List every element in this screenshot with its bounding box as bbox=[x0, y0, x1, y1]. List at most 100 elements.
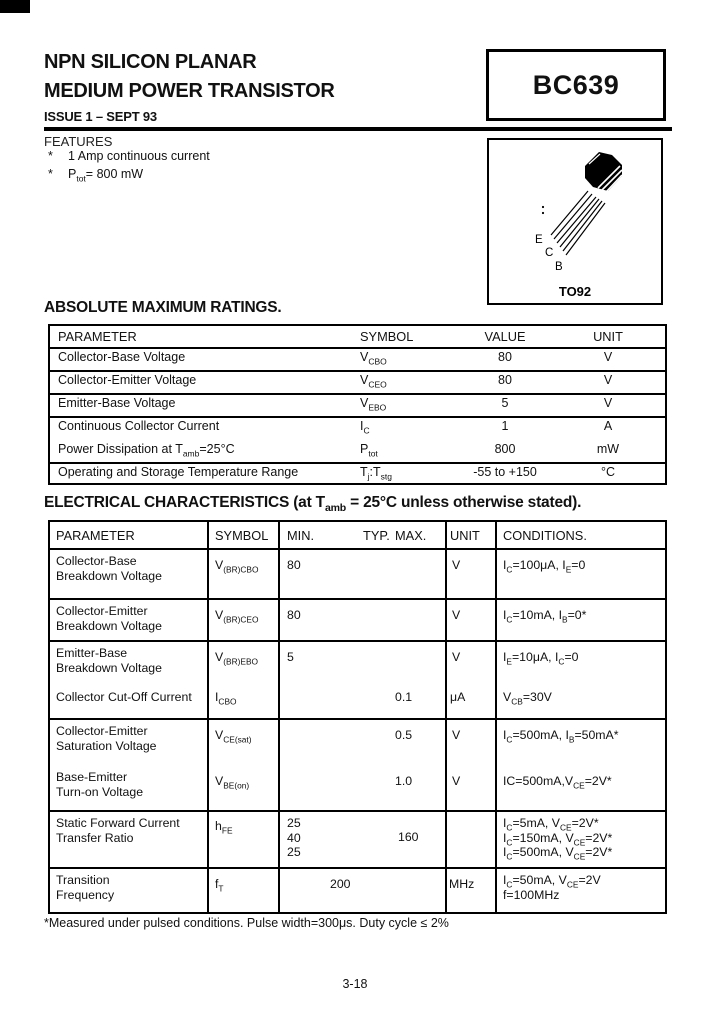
header-rule bbox=[44, 127, 672, 131]
ec-min: 80 bbox=[287, 558, 301, 572]
feature-text: 1 Amp continuous current bbox=[68, 149, 210, 163]
table-row: Continuous Collector Current IC 1 A bbox=[50, 416, 665, 438]
table-row: Emitter-Base Voltage VEBO 5 V bbox=[50, 393, 665, 415]
ec-unit: MHz bbox=[449, 877, 475, 891]
package-name: TO92 bbox=[559, 284, 591, 299]
ec-unit: V bbox=[452, 774, 461, 788]
feature-text: Ptot= 800 mW bbox=[68, 167, 144, 184]
ec-table: PARAMETER SYMBOL MIN. TYP. MAX. UNIT CON… bbox=[48, 520, 667, 914]
ec-max: 0.1 bbox=[395, 690, 413, 704]
amr-unit: °C bbox=[600, 465, 616, 479]
ec-conditions: IC=50mA, VCE=2V f=100MHz bbox=[503, 873, 601, 902]
page-title-line2: MEDIUM POWER TRANSISTOR bbox=[44, 80, 335, 102]
amr-symbol: VCBO bbox=[360, 350, 387, 367]
ec-symbol: V(BR)EBO bbox=[215, 650, 259, 667]
table-divider bbox=[50, 598, 665, 600]
ec-conditions: IC=100μA, IE=0 bbox=[503, 558, 586, 575]
feature-bullet: * bbox=[48, 149, 53, 163]
transistor-leads bbox=[550, 190, 606, 256]
page-title-line1: NPN SILICON PLANAR bbox=[44, 51, 257, 73]
amr-col-value: VALUE bbox=[484, 329, 526, 344]
ec-typ: 200 bbox=[330, 877, 351, 891]
table-divider bbox=[50, 416, 665, 418]
ec-min: 80 bbox=[287, 608, 301, 622]
amr-value: 1 bbox=[501, 419, 509, 433]
table-row: Collector-Emitter Voltage VCEO 80 V bbox=[50, 370, 665, 392]
table-divider bbox=[50, 393, 665, 395]
amr-value: -55 to +150 bbox=[473, 465, 537, 479]
ec-conditions: VCB=30V bbox=[503, 690, 552, 707]
feature-bullet: * bbox=[48, 167, 53, 181]
ec-min-line: 40 bbox=[287, 830, 301, 845]
amr-col-unit: UNIT bbox=[593, 329, 623, 344]
amr-value: 5 bbox=[501, 396, 509, 410]
ec-symbol: hFE bbox=[215, 819, 233, 836]
ec-conditions: IC=5mA, VCE=2V* IC=150mA, VCE=2V* IC=500mA… bbox=[503, 816, 613, 862]
ec-symbol: ICBO bbox=[215, 690, 237, 707]
amr-parameter: Power Dissipation at Tamb=25°C bbox=[58, 442, 235, 459]
ec-col-parameter: PARAMETER bbox=[56, 528, 135, 543]
amr-table: PARAMETER SYMBOL VALUE UNIT Collector-Ba… bbox=[48, 324, 667, 485]
page-title: NPN SILICON PLANAR MEDIUM POWER TRANSIST… bbox=[44, 48, 335, 106]
ec-unit: V bbox=[452, 728, 461, 742]
pin-label-e: E bbox=[535, 234, 543, 246]
table-divider bbox=[495, 522, 497, 912]
table-divider bbox=[50, 347, 665, 349]
amr-parameter: Emitter-Base Voltage bbox=[58, 396, 176, 410]
transistor-body bbox=[585, 152, 622, 191]
amr-col-symbol: SYMBOL bbox=[360, 329, 414, 344]
ec-conditions: IC=500mA, IB=50mA* bbox=[503, 728, 619, 745]
issue-line: ISSUE 1 – SEPT 93 bbox=[44, 109, 157, 124]
ec-min-line: 25 bbox=[287, 845, 301, 859]
ec-symbol: VBE(on) bbox=[215, 774, 250, 791]
part-number: BC639 bbox=[532, 69, 620, 100]
page-number: 3-18 bbox=[342, 977, 368, 991]
amr-symbol: Ptot bbox=[360, 442, 378, 459]
ec-max: 0.5 bbox=[395, 728, 413, 742]
scan-corner-mark bbox=[0, 0, 30, 13]
amr-parameter: Collector-Emitter Voltage bbox=[58, 373, 197, 387]
amr-unit: V bbox=[603, 373, 613, 387]
table-divider bbox=[50, 718, 665, 720]
ec-parameter: Static Forward Current Transfer Ratio bbox=[56, 816, 180, 845]
package-diagram-box: E C B TO92 bbox=[487, 138, 663, 305]
ec-col-max: MAX. bbox=[395, 528, 427, 543]
amr-value: 80 bbox=[498, 373, 512, 387]
ec-min: 5 bbox=[287, 650, 294, 664]
ec-parameter: Collector-Emitter Breakdown Voltage bbox=[56, 604, 162, 633]
ec-max: 1.0 bbox=[395, 774, 413, 788]
ec-parameter: Base-Emitter Turn-on Voltage bbox=[56, 770, 144, 799]
amr-symbol: VEBO bbox=[360, 396, 387, 413]
ec-parameter: Emitter-Base Breakdown Voltage bbox=[56, 646, 162, 675]
table-divider bbox=[50, 370, 665, 372]
ec-symbol: fT bbox=[215, 877, 224, 894]
ec-unit: μA bbox=[450, 690, 466, 704]
feature-item: * Ptot= 800 mW bbox=[48, 167, 144, 184]
table-divider bbox=[445, 522, 447, 912]
table-divider bbox=[50, 867, 665, 869]
feature-item: * 1 Amp continuous current bbox=[48, 149, 210, 163]
ec-heading: ELECTRICAL CHARACTERISTICS (at Tamb = 25… bbox=[44, 494, 582, 515]
amr-parameter: Continuous Collector Current bbox=[58, 419, 220, 433]
table-divider bbox=[50, 548, 665, 550]
ec-conditions: IE=10μA, IC=0 bbox=[503, 650, 579, 667]
ec-min-line: 25 bbox=[287, 816, 301, 830]
amr-col-parameter: PARAMETER bbox=[58, 329, 137, 344]
table-divider bbox=[207, 522, 209, 912]
ec-min-multi: 25 40 25 bbox=[287, 816, 301, 860]
footnote: *Measured under pulsed conditions. Pulse… bbox=[44, 916, 449, 930]
table-row: Operating and Storage Temperature Range … bbox=[50, 462, 665, 484]
amr-value: 80 bbox=[498, 350, 512, 364]
ec-col-typ: TYP. bbox=[363, 528, 390, 543]
ec-col-unit: UNIT bbox=[450, 528, 480, 543]
ec-col-min: MIN. bbox=[287, 528, 315, 543]
table-divider bbox=[50, 640, 665, 642]
amr-symbol: Tj:Tstg bbox=[360, 465, 392, 482]
ec-parameter: Collector Cut-Off Current bbox=[56, 690, 192, 704]
amr-symbol: IC bbox=[360, 419, 370, 436]
ec-unit: V bbox=[452, 558, 461, 572]
ec-parameter: Collector-Base Breakdown Voltage bbox=[56, 554, 162, 583]
ec-parameter: Collector-Emitter Saturation Voltage bbox=[56, 724, 157, 753]
amr-parameter: Collector-Base Voltage bbox=[58, 350, 186, 364]
